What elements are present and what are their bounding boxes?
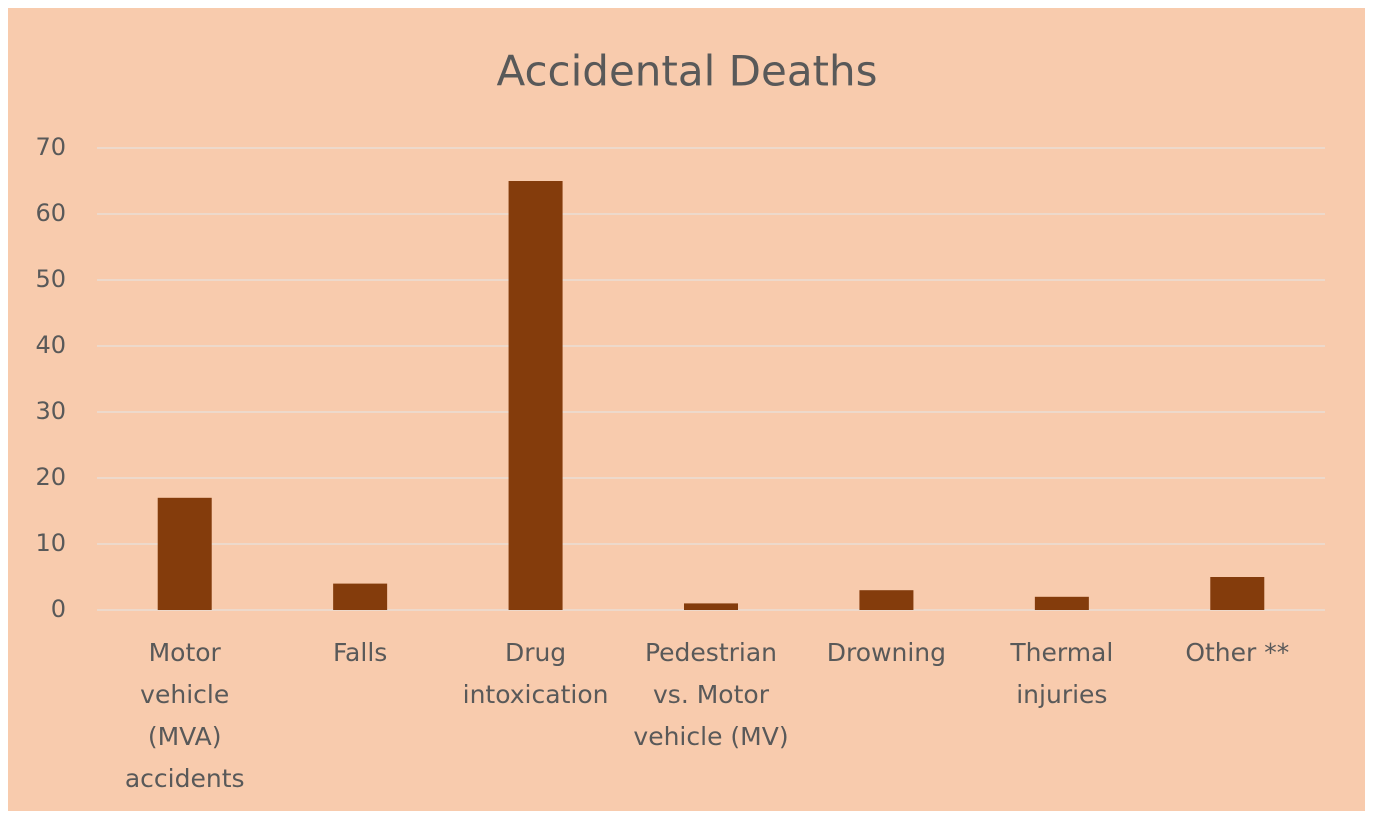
bar [859, 590, 914, 610]
x-tick-label: Other ** [1185, 638, 1290, 667]
bar [1210, 577, 1265, 610]
x-tick-label: Thermal injuries [1010, 638, 1114, 709]
y-tick-label: 50 [35, 265, 66, 293]
x-tick-label: Drug intoxication [462, 638, 609, 709]
x-tick-label: Pedestrian vs. Motor vehicle (MV) [633, 638, 789, 751]
x-tick-label: Falls [332, 638, 388, 667]
bar [508, 181, 563, 610]
bar [333, 583, 388, 610]
y-tick-label: 10 [35, 529, 66, 557]
x-tick-label: Motor vehicle (MVA) accidents [124, 638, 245, 793]
y-tick-label: 40 [35, 331, 66, 359]
y-tick-label: 0 [51, 595, 66, 623]
chart-title: Accidental Deaths [496, 47, 877, 96]
bar [157, 497, 212, 610]
chart: Accidental Deaths 0 10 20 30 40 50 60 70 [35, 47, 1325, 623]
y-tick-label: 20 [35, 463, 66, 491]
bar [1034, 596, 1089, 610]
chart-area: Accidental Deaths 0 10 20 30 40 50 60 70 Motor … [8, 8, 1365, 811]
y-tick-label: 70 [35, 133, 66, 161]
y-tick-label: 60 [35, 199, 66, 227]
y-tick-label: 30 [35, 397, 66, 425]
bar [684, 603, 738, 610]
x-tick-label: Drowning [826, 638, 947, 667]
